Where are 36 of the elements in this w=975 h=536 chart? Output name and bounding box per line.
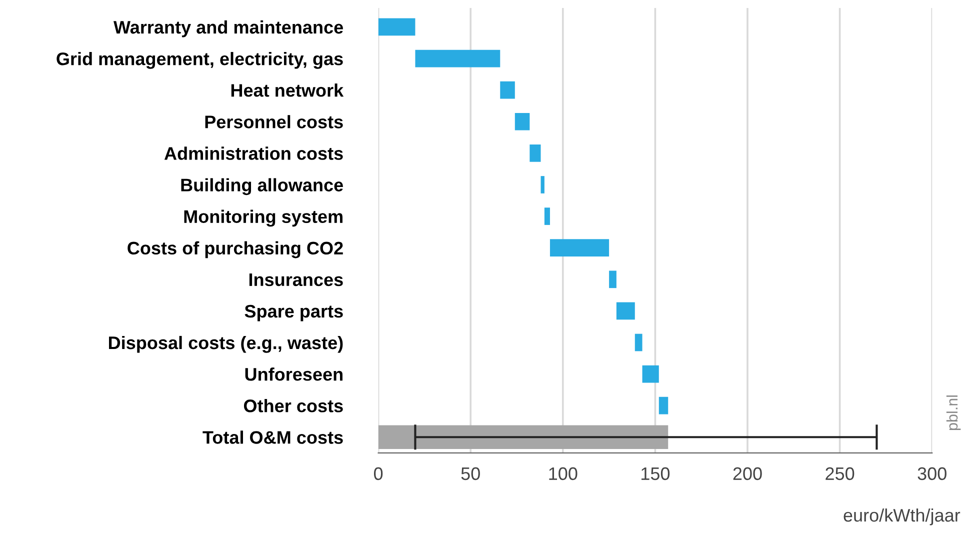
y-tick-label: Insurances	[249, 274, 343, 286]
x-tick-label: 250	[826, 467, 854, 480]
y-tick-label: Heat network	[231, 84, 344, 97]
y-tick-label: Spare parts	[244, 304, 343, 322]
bar	[530, 144, 541, 162]
bar	[616, 302, 635, 320]
bar	[634, 334, 642, 352]
x-tick-label: 100	[549, 467, 578, 480]
y-tick-label: Unforeseen	[245, 368, 342, 381]
y-tick-label: Administration costs	[164, 146, 343, 160]
bar	[500, 81, 515, 99]
bar	[544, 208, 550, 225]
x-tick-label: 300	[918, 467, 946, 480]
bar	[540, 176, 544, 194]
y-tick-label: Costs of purchasing CO2	[128, 241, 343, 258]
bar	[658, 396, 668, 414]
text: pbl.nl	[946, 395, 961, 430]
bar	[550, 239, 610, 257]
x-tick-label: 0	[374, 467, 383, 480]
y-tick-label: Building allowance	[181, 178, 343, 196]
bar	[378, 18, 416, 36]
bar	[609, 270, 616, 288]
y-tick-label: Grid management, electricity, gas	[56, 52, 343, 69]
bar	[514, 112, 530, 130]
y-tick-label: Disposal costs (e.g., waste)	[109, 336, 343, 353]
x-axis-title: euro/kWth/jaar	[844, 508, 960, 526]
bar	[415, 50, 500, 68]
y-tick-label: Total O&M costs	[202, 430, 343, 444]
y-tick-label: Warranty and maintenance	[114, 20, 343, 38]
x-tick-label: 150	[642, 467, 670, 480]
x-tick-label: 200	[733, 467, 762, 480]
y-tick-label: Personnel costs	[205, 115, 343, 128]
y-tick-label: Other costs	[244, 399, 343, 412]
x-tick-label: 50	[461, 467, 480, 480]
y-tick-label: Monitoring system	[184, 210, 342, 227]
bar	[642, 365, 659, 383]
